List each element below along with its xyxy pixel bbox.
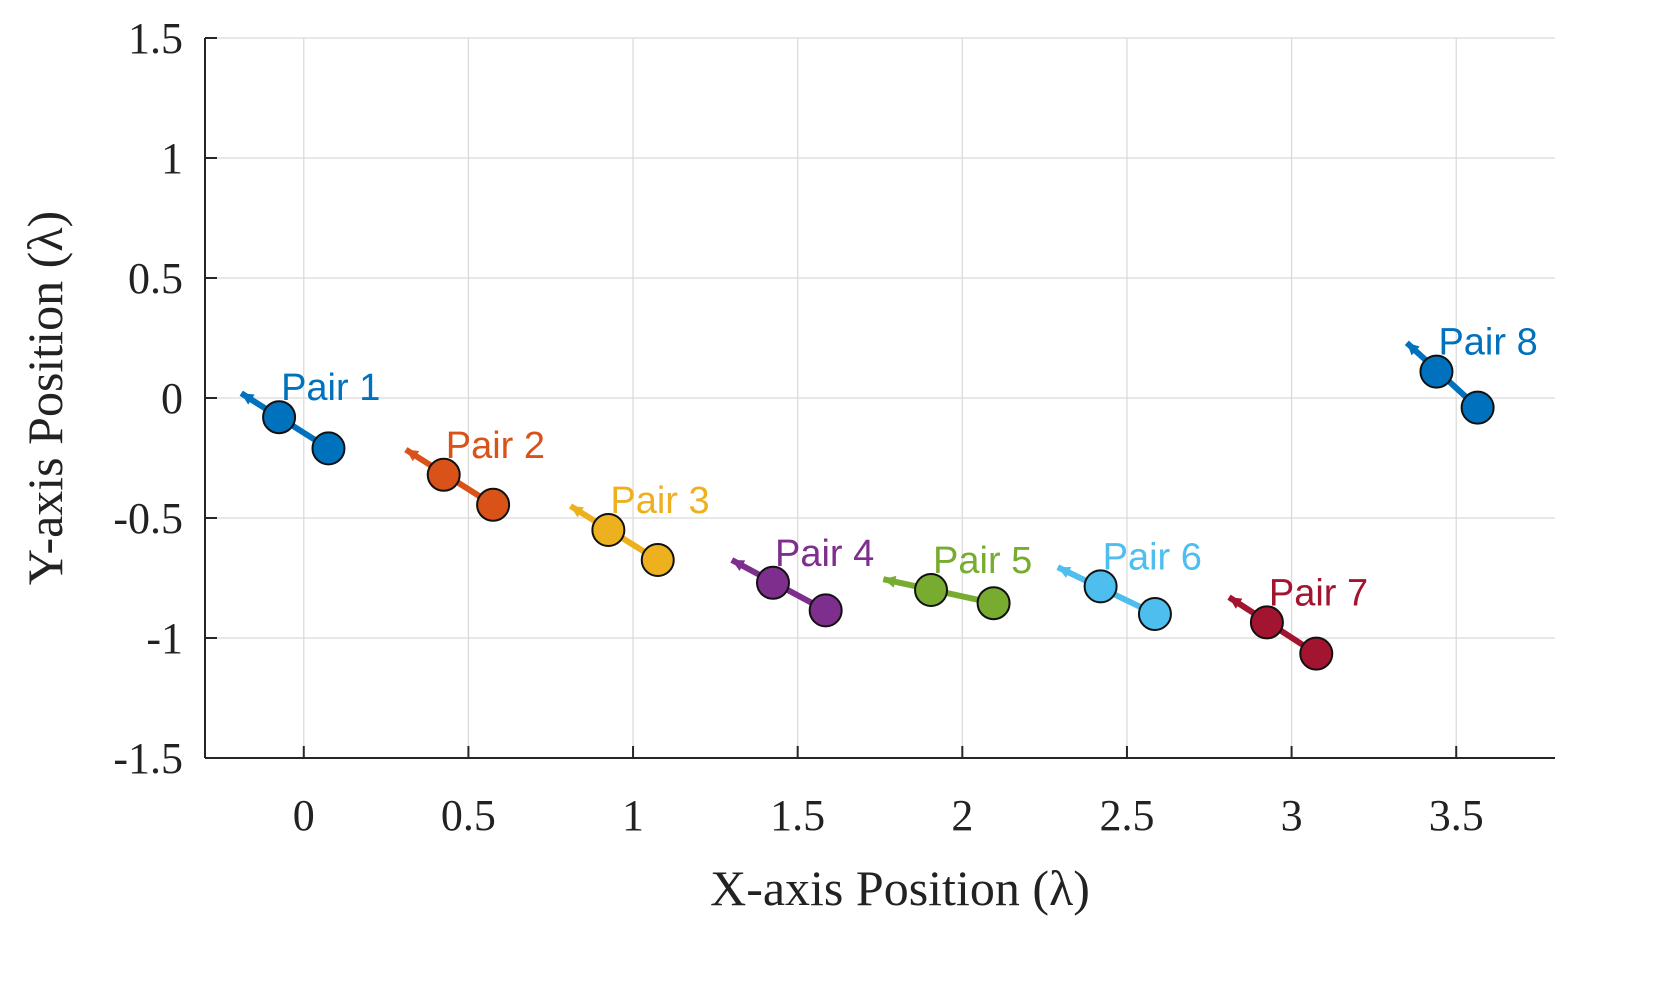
- pair-2-group: Pair 2: [404, 425, 545, 522]
- y-tick-label: -0.5: [113, 494, 183, 543]
- pair-label: Pair 4: [775, 533, 874, 575]
- arrowhead-icon: [570, 506, 584, 518]
- pair-label: Pair 6: [1103, 536, 1202, 578]
- ticks: 0 0.5 1 1.5 2 2.5 3 3.5 1.5 1 0.5 0 -0.5 -1 -1.5: [113, 14, 1483, 840]
- x-tick-label: 0: [293, 791, 315, 840]
- plot-marks: Pair 1 Pair 2 Pair 3 Pair 4 Pair 5 Pair 6 Pair…: [239, 322, 1538, 671]
- pair-label: Pair 5: [933, 540, 1032, 582]
- arrowhead-icon: [405, 449, 420, 462]
- pair-point-marker: [914, 573, 949, 607]
- y-tick-label: -1: [146, 614, 183, 663]
- pair-label: Pair 3: [610, 480, 709, 522]
- arrowhead-icon: [1057, 567, 1072, 578]
- y-tick-label: -1.5: [113, 734, 183, 783]
- y-axis-title: Y-axis Position (λ): [17, 211, 73, 585]
- x-tick-label: 2: [951, 791, 973, 840]
- pair-point-marker: [640, 543, 675, 577]
- pair-point-marker: [808, 593, 843, 628]
- x-tick-label: 0.5: [441, 791, 496, 840]
- grid: [205, 37, 1555, 759]
- x-axis-title: X-axis Position (λ): [710, 860, 1090, 916]
- pair-point-marker: [476, 487, 511, 522]
- pair-4-group: Pair 4: [730, 533, 874, 628]
- pair-label: Pair 2: [446, 425, 545, 467]
- pair-8-group: Pair 8: [1404, 322, 1538, 425]
- y-tick-label: 0.5: [128, 254, 183, 303]
- arrowhead-icon: [731, 560, 746, 571]
- pair-label: Pair 7: [1269, 572, 1368, 614]
- x-tick-label: 3: [1281, 791, 1303, 840]
- arrowhead-icon: [1406, 342, 1420, 356]
- pair-7-group: Pair 7: [1227, 572, 1368, 671]
- pair-5-group: Pair 5: [882, 540, 1032, 621]
- x-tick-label: 1.5: [770, 791, 825, 840]
- pair-point-marker: [311, 431, 346, 466]
- pair-point-marker: [976, 586, 1011, 621]
- x-tick-label: 3.5: [1429, 791, 1484, 840]
- pair-1-group: Pair 1: [239, 367, 380, 466]
- y-tick-label: 0: [161, 374, 183, 423]
- pair-point-marker: [426, 457, 461, 492]
- x-tick-label: 1: [622, 791, 644, 840]
- pair-point-marker: [1460, 390, 1495, 425]
- pair-point-marker: [1299, 636, 1334, 671]
- y-tick-label: 1.5: [128, 14, 183, 63]
- arrowhead-icon: [1229, 597, 1243, 609]
- pair-point-marker: [1083, 569, 1118, 604]
- pair-point-marker: [1419, 354, 1454, 389]
- pair-point-marker: [1137, 597, 1172, 631]
- pair-6-group: Pair 6: [1056, 536, 1202, 631]
- pair-point-marker: [1249, 605, 1284, 640]
- pair-label: Pair 1: [281, 367, 380, 409]
- x-tick-label: 2.5: [1099, 791, 1154, 840]
- pair-point-marker: [755, 565, 790, 600]
- arrowhead-icon: [241, 393, 255, 405]
- pair-label: Pair 8: [1438, 322, 1537, 364]
- arrowhead-icon: [883, 575, 897, 588]
- y-tick-label: 1: [161, 134, 183, 183]
- pair-point-marker: [591, 513, 626, 547]
- pair-point-marker: [262, 400, 297, 435]
- pair-3-group: Pair 3: [568, 480, 710, 577]
